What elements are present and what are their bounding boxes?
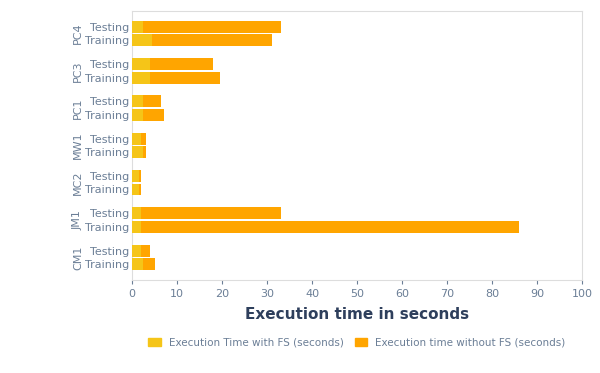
Bar <box>132 207 281 219</box>
Bar <box>132 245 141 257</box>
Text: PC4: PC4 <box>73 23 83 44</box>
Text: PC1: PC1 <box>73 97 83 119</box>
Bar <box>132 72 220 84</box>
Bar <box>132 34 271 46</box>
Bar <box>132 34 152 46</box>
Bar <box>132 184 139 195</box>
Bar <box>132 184 141 195</box>
Bar <box>132 170 141 182</box>
Bar <box>132 95 143 107</box>
Text: MW1: MW1 <box>73 132 83 159</box>
Bar <box>132 258 143 270</box>
Bar <box>132 21 143 33</box>
X-axis label: Execution time in seconds: Execution time in seconds <box>245 307 469 322</box>
Bar <box>132 109 143 121</box>
Bar <box>132 72 150 84</box>
Bar <box>132 221 141 233</box>
Bar <box>132 221 519 233</box>
Text: JM1: JM1 <box>73 210 83 230</box>
Bar <box>132 245 150 257</box>
Text: MC2: MC2 <box>73 170 83 195</box>
Bar <box>132 133 141 145</box>
Legend: Execution Time with FS (seconds), Execution time without FS (seconds): Execution Time with FS (seconds), Execut… <box>144 333 570 352</box>
Bar <box>132 21 281 33</box>
Bar <box>132 58 150 70</box>
Bar <box>132 146 143 158</box>
Bar <box>132 109 163 121</box>
Bar <box>132 95 161 107</box>
Text: PC3: PC3 <box>73 60 83 82</box>
Bar <box>132 207 141 219</box>
Bar <box>132 146 146 158</box>
Bar <box>132 133 146 145</box>
Bar <box>132 58 213 70</box>
Bar <box>132 170 139 182</box>
Bar <box>132 258 155 270</box>
Text: CM1: CM1 <box>73 245 83 270</box>
